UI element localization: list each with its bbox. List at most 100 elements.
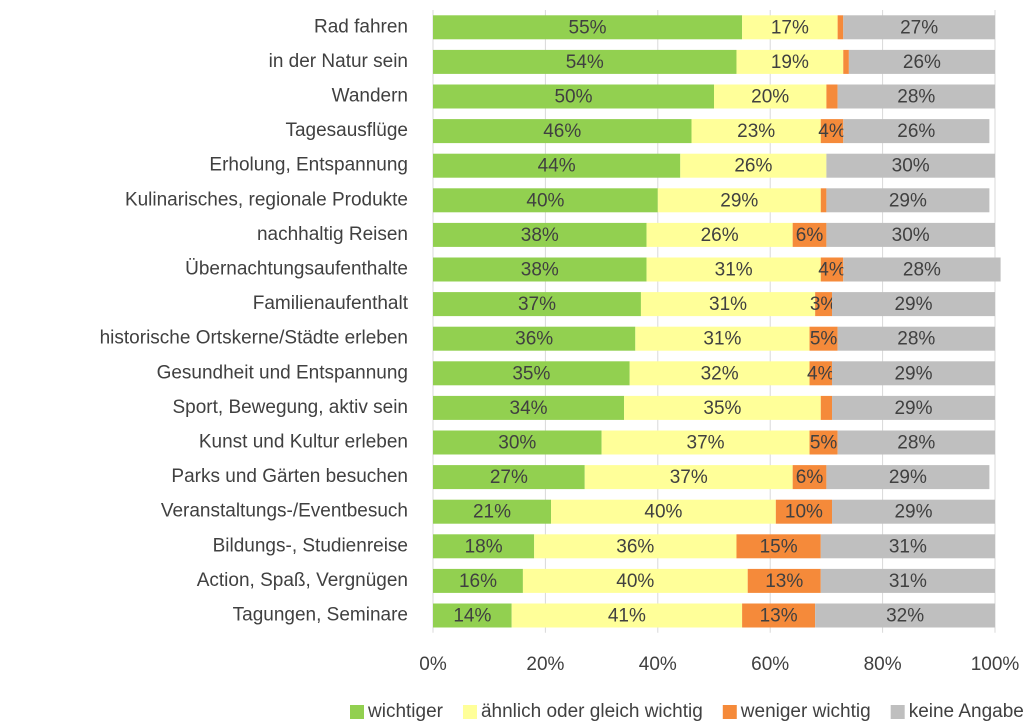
value-label: 19% bbox=[771, 52, 809, 73]
x-tick-label: 40% bbox=[639, 654, 677, 675]
bar-segment bbox=[433, 49, 737, 74]
value-label: 17% bbox=[771, 17, 809, 38]
x-tick-label: 80% bbox=[864, 654, 902, 675]
bar-segment bbox=[826, 222, 995, 247]
value-label: 36% bbox=[616, 536, 654, 557]
value-label: 32% bbox=[701, 363, 739, 384]
value-label: 55% bbox=[569, 17, 607, 38]
y-tick-label: Veranstaltungs-/Eventbesuch bbox=[161, 501, 408, 522]
bar-segment bbox=[820, 534, 995, 559]
bar-segment bbox=[832, 395, 995, 420]
bar-segment bbox=[640, 292, 816, 317]
bar-segment bbox=[742, 15, 838, 40]
value-label: 29% bbox=[720, 190, 758, 211]
bar-segment bbox=[815, 603, 995, 628]
value-label: 13% bbox=[765, 571, 803, 592]
value-label: 26% bbox=[734, 156, 772, 177]
legend-swatch bbox=[350, 705, 364, 719]
bar-segment bbox=[584, 465, 793, 490]
bar-segment bbox=[433, 292, 641, 317]
bar-segment bbox=[837, 84, 995, 109]
x-tick-label: 0% bbox=[419, 654, 447, 675]
bar-segment bbox=[433, 395, 625, 420]
value-label: 4% bbox=[818, 121, 846, 142]
bar-segment bbox=[551, 499, 776, 524]
bar-segment bbox=[635, 326, 810, 351]
bar-segment bbox=[433, 326, 636, 351]
bar-segment bbox=[680, 153, 827, 178]
value-label: 46% bbox=[543, 121, 581, 142]
value-label: 26% bbox=[897, 121, 935, 142]
value-label: 32% bbox=[886, 606, 924, 627]
y-tick-label: Rad fahren bbox=[314, 16, 408, 37]
bar-segment bbox=[646, 222, 793, 247]
value-label: 40% bbox=[644, 502, 682, 523]
bar-segment bbox=[747, 568, 821, 593]
bar-segment bbox=[843, 49, 849, 74]
bar-segment bbox=[832, 361, 995, 386]
y-tick-label: Parks und Gärten besuchen bbox=[171, 466, 408, 487]
bar-segment bbox=[826, 188, 990, 213]
value-label: 16% bbox=[459, 571, 497, 592]
bar-segment bbox=[826, 84, 838, 109]
bar-segment bbox=[809, 326, 838, 351]
bar-segment bbox=[624, 395, 821, 420]
bar-segment bbox=[775, 499, 833, 524]
bar-segment bbox=[837, 15, 844, 40]
bar-segment bbox=[832, 292, 995, 317]
y-tick-label: Erholung, Entspannung bbox=[209, 155, 408, 176]
y-tick-label: in der Natur sein bbox=[269, 51, 408, 72]
value-label: 30% bbox=[892, 156, 930, 177]
legend-swatch bbox=[722, 705, 737, 719]
value-label: 30% bbox=[498, 433, 536, 454]
value-label: 27% bbox=[900, 17, 938, 38]
bar-segment bbox=[433, 465, 585, 490]
value-label: 40% bbox=[526, 190, 564, 211]
value-label: 50% bbox=[554, 87, 592, 108]
value-label: 31% bbox=[889, 571, 927, 592]
value-label: 14% bbox=[453, 606, 491, 627]
value-label: 44% bbox=[538, 156, 576, 177]
value-label: 28% bbox=[903, 260, 941, 281]
value-label: 4% bbox=[807, 363, 835, 384]
bar-segment bbox=[792, 465, 827, 490]
legend-swatch bbox=[890, 705, 905, 719]
bar-segment bbox=[714, 84, 827, 109]
bar-segment bbox=[433, 361, 630, 386]
x-tick-label: 20% bbox=[526, 654, 564, 675]
bar-segment bbox=[843, 119, 990, 144]
value-label: 28% bbox=[897, 87, 935, 108]
value-label: 38% bbox=[521, 225, 559, 246]
bar-segment bbox=[433, 84, 714, 109]
y-tick-label: Tagesausflüge bbox=[285, 120, 408, 141]
bar-segment bbox=[826, 465, 990, 490]
legend-label: weniger wichtig bbox=[740, 701, 871, 722]
y-tick-label: Gesundheit und Entspannung bbox=[157, 362, 408, 383]
x-tick-label: 100% bbox=[971, 654, 1020, 675]
bar-segment bbox=[820, 568, 995, 593]
y-tick-label: historische Ortskerne/Städte erleben bbox=[100, 328, 408, 349]
bar-segment bbox=[820, 257, 844, 282]
value-label: 35% bbox=[703, 398, 741, 419]
bar-segment bbox=[433, 257, 647, 282]
value-label: 10% bbox=[785, 502, 823, 523]
value-label: 29% bbox=[894, 502, 932, 523]
value-label: 41% bbox=[608, 606, 646, 627]
value-label: 27% bbox=[490, 467, 528, 488]
bar-segment bbox=[832, 499, 995, 524]
y-tick-label: Bildungs-, Studienreise bbox=[213, 535, 408, 556]
value-label: 40% bbox=[616, 571, 654, 592]
bar-segment bbox=[809, 430, 838, 455]
bar-segment bbox=[691, 119, 821, 144]
bar-segment bbox=[433, 568, 523, 593]
bar-segment bbox=[433, 119, 692, 144]
bar-segment bbox=[433, 153, 681, 178]
value-label: 36% bbox=[515, 329, 553, 350]
y-tick-label: Übernachtungsaufenthalte bbox=[185, 259, 408, 280]
value-label: 37% bbox=[518, 294, 556, 315]
bar-segment bbox=[837, 430, 995, 455]
legend-label: keine Angabe bbox=[909, 701, 1024, 722]
value-label: 29% bbox=[894, 294, 932, 315]
bar-segment bbox=[848, 49, 995, 74]
bar-segment bbox=[736, 534, 821, 559]
